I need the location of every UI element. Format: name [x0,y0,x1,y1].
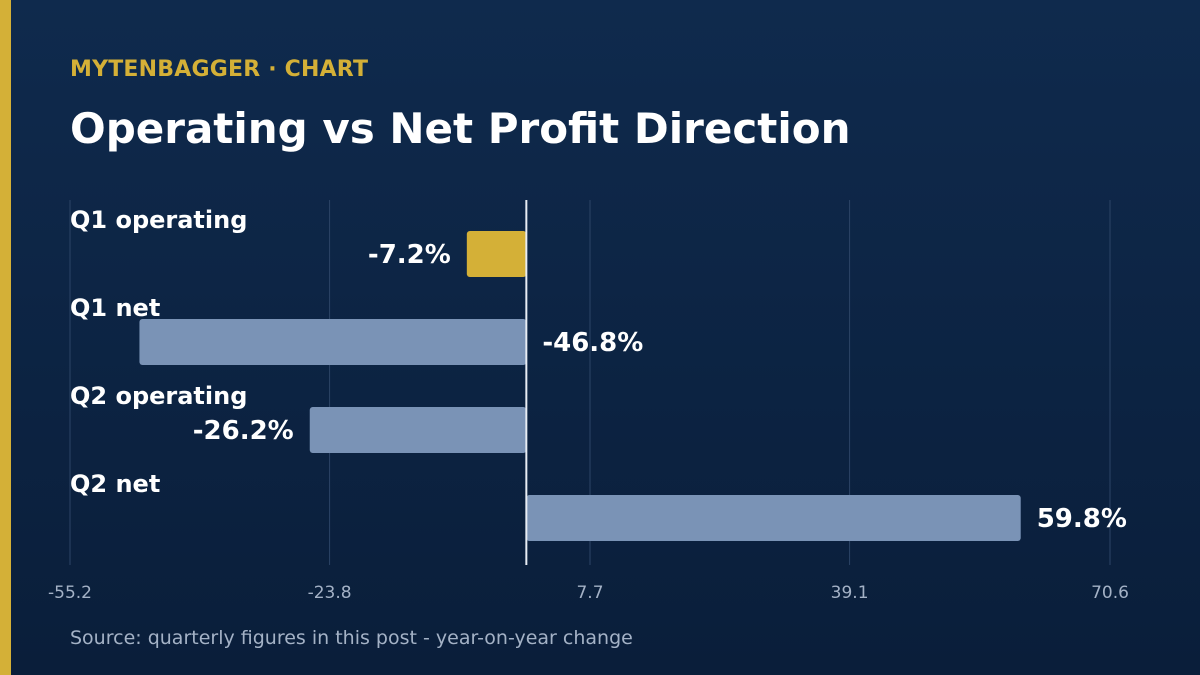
value-label: -7.2% [368,240,451,270]
bar [309,407,527,453]
x-tick-label: 70.6 [1091,583,1129,603]
value-label: 59.8% [1037,504,1127,534]
category-label: Q2 net [70,470,160,498]
bar [139,319,527,365]
eyebrow-label: MYTENBAGGER · CHART [70,57,369,82]
chart-title: Operating vs Net Profit Direction [70,104,851,153]
x-tick-label: 7.7 [576,583,603,603]
x-tick-label: 39.1 [831,583,869,603]
bar [526,495,1021,541]
value-label: -26.2% [193,416,294,446]
x-tick-label: -55.2 [48,583,92,603]
category-label: Q2 operating [70,382,247,410]
bar [466,231,527,277]
value-label: -46.8% [542,328,643,358]
accent-bar [0,0,11,675]
source-note: Source: quarterly figures in this post -… [70,627,633,649]
category-label: Q1 net [70,294,160,322]
category-label: Q1 operating [70,206,247,234]
x-tick-label: -23.8 [308,583,352,603]
